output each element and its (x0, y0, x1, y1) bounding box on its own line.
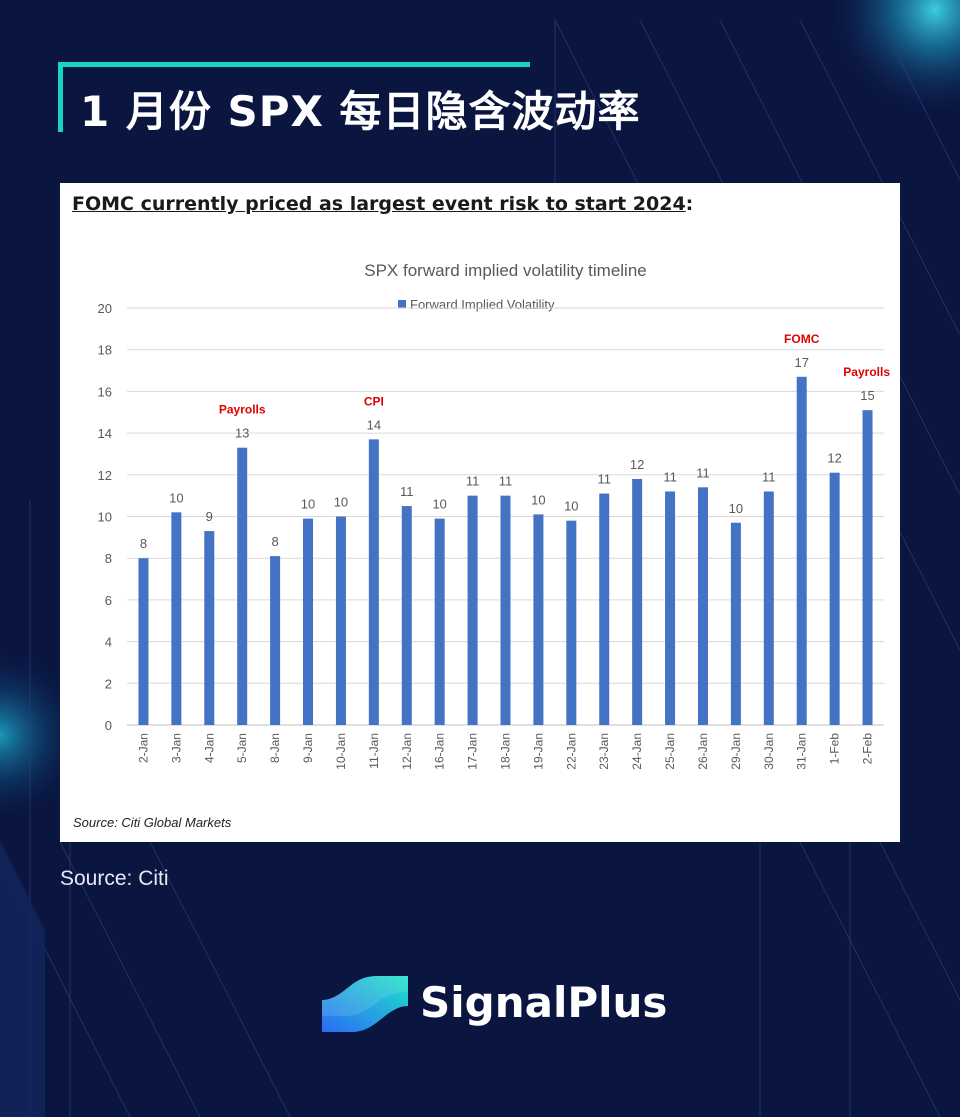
bar (862, 410, 873, 725)
x-tick-label: 12-Jan (400, 733, 414, 770)
chart-panel: SPX forward implied volatility timeline F… (60, 183, 900, 842)
y-tick-label: 6 (105, 593, 112, 608)
panel-heading-text: FOMC currently priced as largest event r… (72, 193, 686, 215)
x-tick-label: 22-Jan (564, 733, 578, 770)
y-tick-label: 20 (98, 301, 112, 316)
brand-name: SignalPlus (420, 978, 668, 1027)
data-label: 11 (663, 469, 677, 484)
bar (303, 518, 314, 725)
data-label: 8 (271, 534, 278, 549)
data-label: 10 (334, 495, 348, 510)
x-tick-label: 31-Jan (795, 733, 809, 770)
data-label: 10 (432, 497, 446, 512)
x-tick-label: 18-Jan (499, 733, 513, 770)
x-tick-label: 10-Jan (334, 733, 348, 770)
data-label: 11 (499, 474, 513, 489)
bar (500, 495, 511, 725)
event-annotation: Payrolls (219, 403, 266, 417)
bar (730, 522, 741, 725)
data-label: 10 (564, 499, 578, 514)
x-tick-label: 23-Jan (597, 733, 611, 770)
y-tick-label: 2 (105, 676, 112, 691)
bar (566, 520, 577, 725)
bar (796, 376, 807, 725)
data-label: 10 (531, 492, 545, 507)
data-label: 11 (466, 474, 480, 489)
signalplus-logo-icon (322, 976, 408, 1032)
x-tick-label: 3-Jan (169, 733, 183, 763)
bar (467, 495, 478, 725)
bar (434, 518, 445, 725)
bar (368, 439, 379, 725)
y-tick-label: 18 (98, 343, 112, 358)
y-tick-label: 12 (98, 468, 112, 483)
y-tick-label: 4 (105, 635, 112, 650)
x-tick-label: 2-Feb (861, 733, 875, 765)
data-label: 8 (140, 536, 147, 551)
x-tick-label: 2-Jan (136, 733, 150, 763)
x-tick-label: 26-Jan (696, 733, 710, 770)
data-label: 11 (696, 465, 710, 480)
page-title: 1 月份 SPX 每日隐含波动率 (80, 87, 641, 136)
x-tick-label: 19-Jan (531, 733, 545, 770)
y-tick-label: 16 (98, 384, 112, 399)
bar (237, 447, 248, 725)
bar (335, 516, 346, 725)
bar (829, 472, 840, 725)
data-label: 14 (367, 417, 381, 432)
panel-heading: FOMC currently priced as largest event r… (72, 193, 693, 215)
x-tick-label: 16-Jan (433, 733, 447, 770)
bar (599, 493, 610, 725)
bar (204, 531, 215, 725)
data-label: 10 (301, 497, 315, 512)
bar (697, 487, 708, 725)
x-tick-label: 24-Jan (630, 733, 644, 770)
legend-label: Forward Implied Volatility (410, 297, 555, 312)
data-label: 11 (762, 469, 776, 484)
data-label: 9 (206, 509, 213, 524)
bar (632, 478, 643, 725)
x-tick-label: 5-Jan (235, 733, 249, 763)
data-label: 15 (860, 388, 874, 403)
x-tick-label: 8-Jan (268, 733, 282, 763)
bar (763, 491, 774, 725)
panel-heading-colon: : (685, 193, 694, 215)
x-tick-label: 4-Jan (202, 733, 216, 763)
data-label: 13 (235, 426, 249, 441)
bar (270, 556, 281, 725)
event-annotation: FOMC (784, 332, 820, 346)
data-label: 17 (794, 355, 808, 370)
legend-swatch (398, 300, 406, 308)
x-tick-label: 17-Jan (466, 733, 480, 770)
x-tick-label: 25-Jan (663, 733, 677, 770)
bar-chart: SPX forward implied volatility timeline F… (98, 261, 891, 770)
x-tick-label: 9-Jan (301, 733, 315, 763)
source-caption: Source: Citi (60, 867, 169, 890)
x-tick-label: 11-Jan (367, 733, 381, 769)
data-label: 12 (630, 457, 644, 472)
data-label: 12 (827, 451, 841, 466)
data-label: 10 (169, 490, 183, 505)
bar (138, 558, 149, 725)
data-label: 11 (400, 484, 414, 499)
x-tick-label: 29-Jan (729, 733, 743, 770)
chart-title: SPX forward implied volatility timeline (364, 261, 647, 280)
chart-source-note: Source: Citi Global Markets (73, 815, 232, 830)
y-tick-label: 14 (98, 426, 112, 441)
x-tick-label: 30-Jan (762, 733, 776, 770)
y-tick-label: 0 (105, 718, 112, 733)
event-annotation: CPI (364, 394, 384, 408)
data-label: 11 (597, 472, 611, 487)
y-tick-label: 8 (105, 551, 112, 566)
bar (401, 506, 412, 725)
bar (171, 512, 182, 725)
bar (665, 491, 676, 725)
event-annotation: Payrolls (843, 365, 890, 379)
bar (533, 514, 544, 725)
y-tick-label: 10 (98, 510, 112, 525)
data-label: 10 (729, 501, 743, 516)
title-accent-frame (58, 62, 530, 132)
x-tick-label: 1-Feb (828, 733, 842, 765)
